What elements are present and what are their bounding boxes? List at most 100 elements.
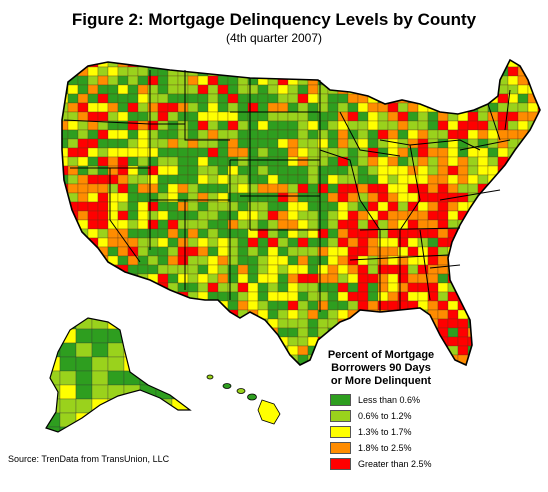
county-cell [387,129,399,140]
county-cell [267,282,279,293]
county-cell [457,102,469,113]
county-cell [247,264,259,275]
county-cell [517,246,529,257]
county-cell [437,165,449,176]
county-cell [307,309,319,320]
alaska-cell [171,356,189,372]
county-cell [537,237,540,248]
county-cell [337,246,349,257]
county-cell [137,237,149,248]
county-cell [417,75,429,86]
county-cell [477,129,489,140]
county-cell [237,291,249,302]
county-cell [137,138,149,149]
county-cell [537,183,540,194]
county-cell [237,183,249,194]
county-cell [257,354,269,365]
county-cell [467,219,479,230]
alaska-cell [139,356,157,372]
county-cell [177,174,189,185]
county-cell [257,84,269,95]
county-cell [507,318,519,329]
county-cell [487,84,499,95]
county-cell [427,219,439,230]
county-cell [347,192,359,203]
county-cell [467,246,479,257]
county-cell [137,336,149,347]
county-cell [207,219,219,230]
county-cell [287,336,299,347]
county-cell [177,102,189,113]
county-cell [507,66,519,77]
county-cell [377,75,389,86]
county-cell [237,111,249,122]
county-cell [67,273,79,284]
county-cell [237,201,249,212]
county-cell [267,318,279,329]
county-cell [487,228,499,239]
county-cell [337,201,349,212]
county-cell [297,147,309,158]
county-cell [487,327,499,338]
county-cell [427,255,439,266]
county-cell [167,60,179,68]
county-cell [237,354,249,365]
county-cell [397,192,409,203]
county-cell [417,183,429,194]
county-cell [477,336,489,347]
county-cell [177,75,189,86]
county-cell [117,318,129,329]
county-cell [237,273,249,284]
county-cell [187,336,199,347]
county-cell [267,84,279,95]
county-cell [267,255,279,266]
county-cell [157,273,169,284]
county-cell [497,363,509,365]
county-cell [477,156,489,167]
county-cell [187,111,199,122]
county-cell [367,273,379,284]
county-cell [167,192,179,203]
county-cell [287,264,299,275]
county-cell [207,273,219,284]
county-cell [87,156,99,167]
county-cell [167,300,179,311]
county-cell [467,120,479,131]
county-cell [437,237,449,248]
county-cell [387,192,399,203]
county-cell [177,363,189,365]
county-cell [527,246,539,257]
county-cell [477,291,489,302]
county-cell [297,66,309,77]
county-cell [297,111,309,122]
county-cell [117,291,129,302]
county-cell [77,129,89,140]
county-cell [527,309,539,320]
county-cell [537,228,540,239]
source-note: Source: TrenData from TransUnion, LLC [8,454,170,464]
county-cell [487,291,499,302]
county-cell [207,147,219,158]
county-cell [417,201,429,212]
county-cell [277,282,289,293]
county-cell [387,183,399,194]
county-cell [247,246,259,257]
alaska-cell [91,412,109,428]
county-cell [497,174,509,185]
county-cell [167,255,179,266]
county-cell [497,318,509,329]
county-cell [357,129,369,140]
county-cell [447,102,459,113]
county-cell [407,120,419,131]
county-cell [157,300,169,311]
alaska-cell [75,356,93,372]
county-cell [117,93,129,104]
county-cell [427,210,439,221]
county-cell [357,183,369,194]
county-cell [137,228,149,239]
county-cell [427,165,439,176]
county-cell [337,66,349,77]
county-cell [137,156,149,167]
county-cell [377,210,389,221]
county-cell [217,327,229,338]
